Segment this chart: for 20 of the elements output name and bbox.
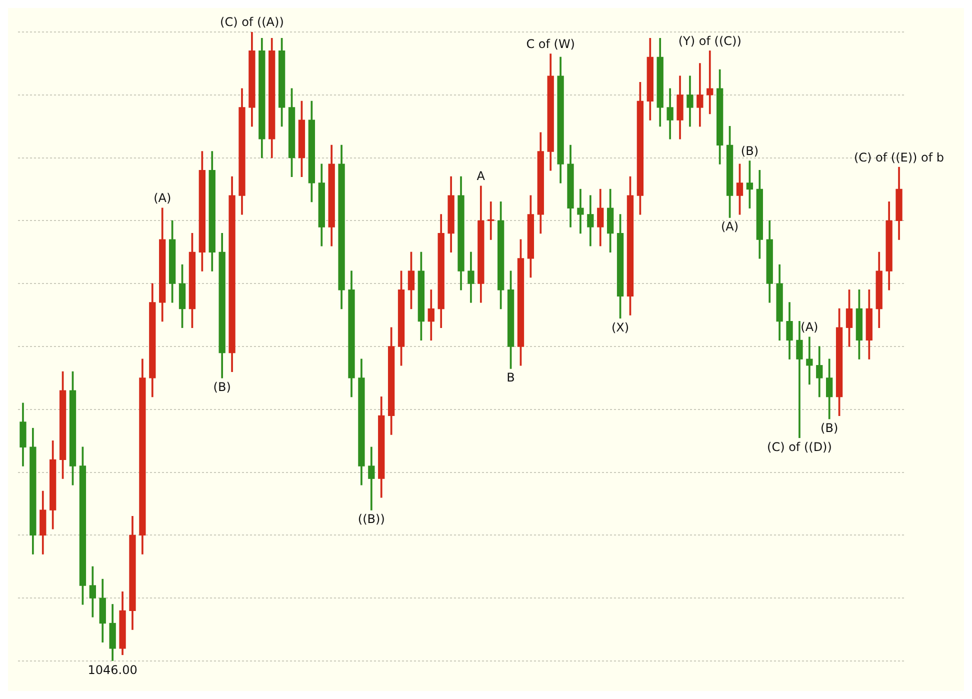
annotation: B: [506, 370, 515, 385]
annotation: (C) of ((A)): [220, 15, 284, 30]
annotation: (A): [800, 320, 818, 334]
annotation: (C) of ((E)) of b: [854, 150, 944, 164]
annotation: (B): [740, 144, 758, 158]
annotation: 1046.00: [88, 663, 138, 678]
candlestick: [577, 188, 584, 234]
annotation: (A): [720, 220, 739, 234]
annotation: (X): [611, 320, 630, 334]
candlestick: [706, 50, 714, 114]
candlestick: [806, 336, 813, 385]
candlestick: [796, 321, 803, 438]
annotation: (B): [213, 380, 231, 394]
annotation: ((B)): [358, 512, 385, 526]
annotation: (A): [154, 191, 172, 206]
annotation: A: [476, 169, 486, 184]
annotation: C of (W): [526, 37, 575, 52]
annotation: (C) of ((D)): [767, 440, 832, 454]
annotation: (B): [820, 420, 838, 435]
annotation: (Y) of ((C)): [678, 34, 742, 48]
